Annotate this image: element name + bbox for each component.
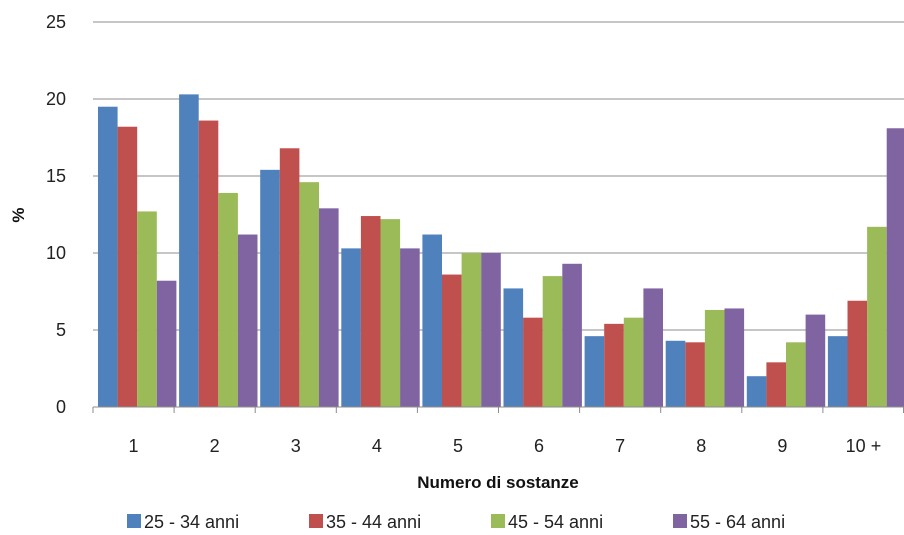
bar	[827, 336, 848, 407]
bar	[867, 226, 887, 407]
legend-label: 55 - 64 anni	[690, 512, 785, 532]
bar	[117, 126, 138, 407]
y-axis-title: %	[9, 207, 28, 222]
bar	[319, 208, 339, 407]
bar	[461, 253, 482, 407]
bar	[886, 128, 904, 407]
bar	[786, 342, 806, 407]
x-tick-label: 1	[129, 436, 139, 456]
y-tick-label: 5	[56, 320, 66, 340]
legend-swatch	[309, 514, 323, 528]
bar	[400, 248, 420, 407]
bar	[137, 211, 157, 407]
y-tick-label: 25	[46, 12, 66, 32]
legend-swatch	[673, 514, 687, 528]
bar	[341, 248, 361, 407]
bar	[503, 288, 524, 407]
y-tick-label: 20	[46, 89, 66, 109]
legend-swatch	[491, 514, 505, 528]
bar	[643, 288, 663, 407]
x-tick-label: 3	[291, 436, 301, 456]
bar	[422, 234, 442, 407]
x-tick-label: 8	[696, 436, 706, 456]
y-tick-label: 10	[46, 243, 66, 263]
legend-label: 45 - 54 anni	[508, 512, 603, 532]
x-tick-label: 9	[777, 436, 787, 456]
y-axis-ticks: 0 5 10 15 20 25	[46, 12, 66, 417]
x-tick-label: 7	[615, 436, 625, 456]
bar	[604, 323, 624, 407]
bar	[442, 274, 462, 407]
x-tick-label: 4	[372, 436, 382, 456]
bar	[380, 219, 401, 407]
bar	[98, 106, 118, 407]
x-tick-label: 5	[453, 436, 463, 456]
bar	[704, 309, 725, 407]
legend: 25 - 34 anni 35 - 44 anni 45 - 54 anni 55 -…	[127, 512, 785, 532]
bar	[179, 94, 199, 407]
bar	[724, 308, 745, 407]
bar	[260, 169, 280, 407]
x-tick-label: 6	[534, 436, 544, 456]
x-tick-label: 10 +	[846, 436, 882, 456]
bar	[685, 342, 705, 407]
bars	[98, 94, 904, 407]
y-tick-label: 0	[56, 397, 66, 417]
bar	[299, 182, 319, 407]
bar	[584, 336, 605, 407]
bar	[847, 300, 868, 407]
bar	[562, 263, 582, 407]
bar	[665, 340, 686, 407]
bar	[481, 253, 501, 407]
bar	[523, 317, 543, 407]
legend-swatch	[127, 514, 141, 528]
x-axis-ticks: 1 2 3 4 5 6 7 8 9 10 +	[92, 407, 904, 456]
bar	[623, 317, 644, 407]
bar	[766, 362, 786, 407]
x-tick-label: 2	[210, 436, 220, 456]
bar	[360, 216, 381, 407]
legend-label: 35 - 44 anni	[326, 512, 421, 532]
bar	[746, 376, 767, 407]
bar	[156, 280, 177, 407]
bar	[542, 276, 563, 407]
bar	[805, 314, 826, 407]
bar	[198, 120, 219, 407]
x-axis-title: Numero di sostanze	[417, 473, 579, 492]
bar	[218, 192, 238, 407]
bar	[237, 234, 258, 407]
legend-label: 25 - 34 anni	[144, 512, 239, 532]
y-tick-label: 15	[46, 166, 66, 186]
bar	[279, 148, 300, 407]
